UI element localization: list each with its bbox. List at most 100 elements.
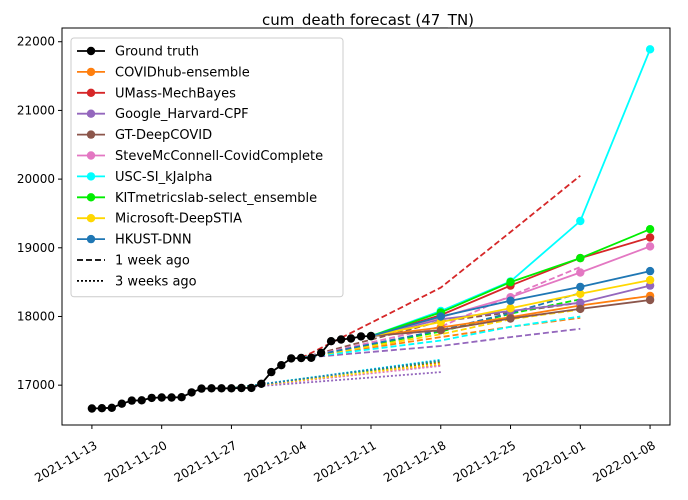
legend: Ground truth COVIDhub-ensemble UMass-MechB… bbox=[70, 37, 344, 298]
ground-truth-point bbox=[147, 393, 156, 403]
series-microsoft-deepstia-point bbox=[576, 289, 585, 298]
plot-frame bbox=[61, 27, 671, 426]
series-microsoft-deepstia-point bbox=[645, 275, 655, 285]
series-hkust-dnn-point bbox=[576, 282, 585, 292]
series-umass-mechbayes-1-week-ago-line bbox=[300, 174, 581, 359]
legend-marker bbox=[86, 234, 96, 244]
ground-truth-point bbox=[107, 403, 117, 412]
x-tick-label: 2021-11-13 bbox=[32, 438, 99, 485]
x-axis: 2021-11-13 2021-11-20 2021-11-27 2021-12-04… bbox=[32, 425, 658, 485]
ground-truth-point bbox=[157, 393, 166, 402]
legend-marker bbox=[86, 193, 96, 202]
y-axis: 17000 18000 19000 20000 21000 22000 bbox=[17, 35, 62, 392]
ground-truth-point bbox=[167, 393, 176, 402]
x-tick-label: 2021-12-25 bbox=[451, 438, 518, 485]
series-usc-si-kjalpha-1-week-ago-line bbox=[301, 315, 581, 359]
legend-marker bbox=[86, 46, 96, 56]
legend-label: SteveMcConnell-CovidComplete bbox=[115, 149, 323, 164]
series-stevemcconnell-covidcomplete-point bbox=[645, 242, 655, 251]
ground-truth-point bbox=[277, 361, 286, 370]
legend-label: Google_Harvard-CPF bbox=[115, 107, 249, 122]
series-gt-deepcovid-point bbox=[576, 304, 585, 314]
legend-label: USC-SI_kJalpha bbox=[115, 170, 213, 185]
series-stevemcconnell-covidcomplete-3-weeks-ago-line bbox=[231, 365, 441, 390]
ground-truth-point bbox=[297, 353, 306, 363]
legend-marker bbox=[86, 130, 96, 139]
ground-truth-point bbox=[346, 334, 356, 343]
y-tick-label: 19000 bbox=[17, 241, 55, 255]
series-gt-deepcovid-point bbox=[645, 295, 655, 305]
series-stevemcconnell-covidcomplete-1-week-ago-line bbox=[301, 266, 581, 359]
y-tick-label: 20000 bbox=[17, 172, 55, 186]
x-tick-label: 2021-11-27 bbox=[172, 438, 239, 485]
legend-marker bbox=[86, 67, 96, 77]
ground-truth-point bbox=[336, 335, 346, 344]
ground-truth-point bbox=[356, 332, 366, 341]
legend-marker bbox=[86, 109, 96, 118]
ground-truth-point bbox=[97, 404, 107, 413]
legend-label: GT-DeepCOVID bbox=[115, 128, 212, 143]
x-tick-label: 2021-12-18 bbox=[381, 438, 448, 485]
ground-truth-point bbox=[127, 396, 136, 405]
legend-label: Microsoft-DeepSTIA bbox=[115, 212, 242, 227]
ground-truth-point bbox=[87, 404, 97, 413]
legend-label: UMass-MechBayes bbox=[115, 86, 236, 101]
y-tick-label: 22000 bbox=[17, 35, 55, 49]
ground-truth-point bbox=[137, 396, 146, 405]
legend-box bbox=[70, 37, 344, 298]
ground-truth-point bbox=[217, 384, 226, 393]
legend-label: HKUST-DNN bbox=[115, 233, 192, 248]
ground-truth-point bbox=[267, 367, 276, 377]
ground-truth-point bbox=[326, 337, 336, 346]
series-umass-mechbayes-point bbox=[645, 233, 655, 242]
x-tick-label: 2022-01-08 bbox=[590, 438, 657, 485]
series-kitmetricslab-select-ensemble-point bbox=[506, 277, 515, 287]
x-tick-label: 2021-12-11 bbox=[311, 438, 378, 485]
series-hkust-dnn-3-weeks-ago-line bbox=[231, 359, 441, 390]
legend-marker bbox=[86, 172, 96, 181]
ground-truth-point bbox=[117, 399, 127, 408]
series-hkust-dnn-point bbox=[506, 296, 515, 305]
ground-truth-point bbox=[207, 384, 216, 393]
y-tick-label: 17000 bbox=[17, 378, 55, 392]
legend-marker bbox=[86, 214, 96, 223]
series-gt-deepcovid-point bbox=[506, 314, 515, 323]
ground-truth-point bbox=[237, 383, 246, 393]
ground-truth-point bbox=[316, 348, 326, 358]
ground-truth-point bbox=[247, 383, 256, 393]
chart-title: cum_death forecast (47_TN) bbox=[262, 11, 474, 30]
ground-truth-point bbox=[257, 379, 266, 388]
x-tick-label: 2022-01-01 bbox=[521, 438, 588, 485]
y-tick-label: 18000 bbox=[17, 309, 55, 323]
series-hkust-dnn-point bbox=[436, 312, 445, 321]
series-kitmetricslab-select-ensemble-point bbox=[576, 253, 585, 263]
y-tick-label: 21000 bbox=[17, 103, 55, 117]
ground-truth-point bbox=[197, 384, 206, 393]
series-hkust-dnn-point bbox=[645, 266, 655, 276]
ground-truth-point bbox=[187, 388, 196, 397]
series-gt-deepcovid-point bbox=[436, 326, 445, 335]
ground-truth-point bbox=[287, 354, 296, 363]
legend-label: Ground truth bbox=[115, 45, 199, 60]
legend-marker bbox=[86, 151, 96, 160]
series-microsoft-deepstia-point bbox=[506, 304, 515, 313]
series-usc-si-kjalpha-point bbox=[645, 45, 655, 54]
series-usc-si-kjalpha-point bbox=[576, 216, 585, 226]
ground-truth-point bbox=[177, 393, 186, 402]
series-google-harvard-cpf-1-week-ago-line bbox=[301, 327, 581, 359]
legend-label: 3 weeks ago bbox=[115, 274, 197, 289]
series-microsoft-deepstia-3-weeks-ago-line bbox=[231, 363, 441, 390]
legend-marker bbox=[86, 88, 96, 98]
ground-truth-point bbox=[227, 384, 236, 393]
x-tick-label: 2021-11-20 bbox=[102, 438, 169, 485]
legend-label: KITmetricslab-select_ensemble bbox=[115, 191, 317, 206]
series-stevemcconnell-covidcomplete-point bbox=[576, 268, 585, 277]
series-google-harvard-cpf-3-weeks-ago-line bbox=[231, 371, 441, 390]
ground-truth-point bbox=[366, 331, 376, 341]
series-google-harvard-cpf-point bbox=[576, 298, 585, 307]
series-kitmetricslab-select-ensemble-point bbox=[645, 225, 655, 234]
x-tick-label: 2021-12-04 bbox=[242, 438, 309, 485]
legend-label: 1 week ago bbox=[115, 254, 190, 269]
